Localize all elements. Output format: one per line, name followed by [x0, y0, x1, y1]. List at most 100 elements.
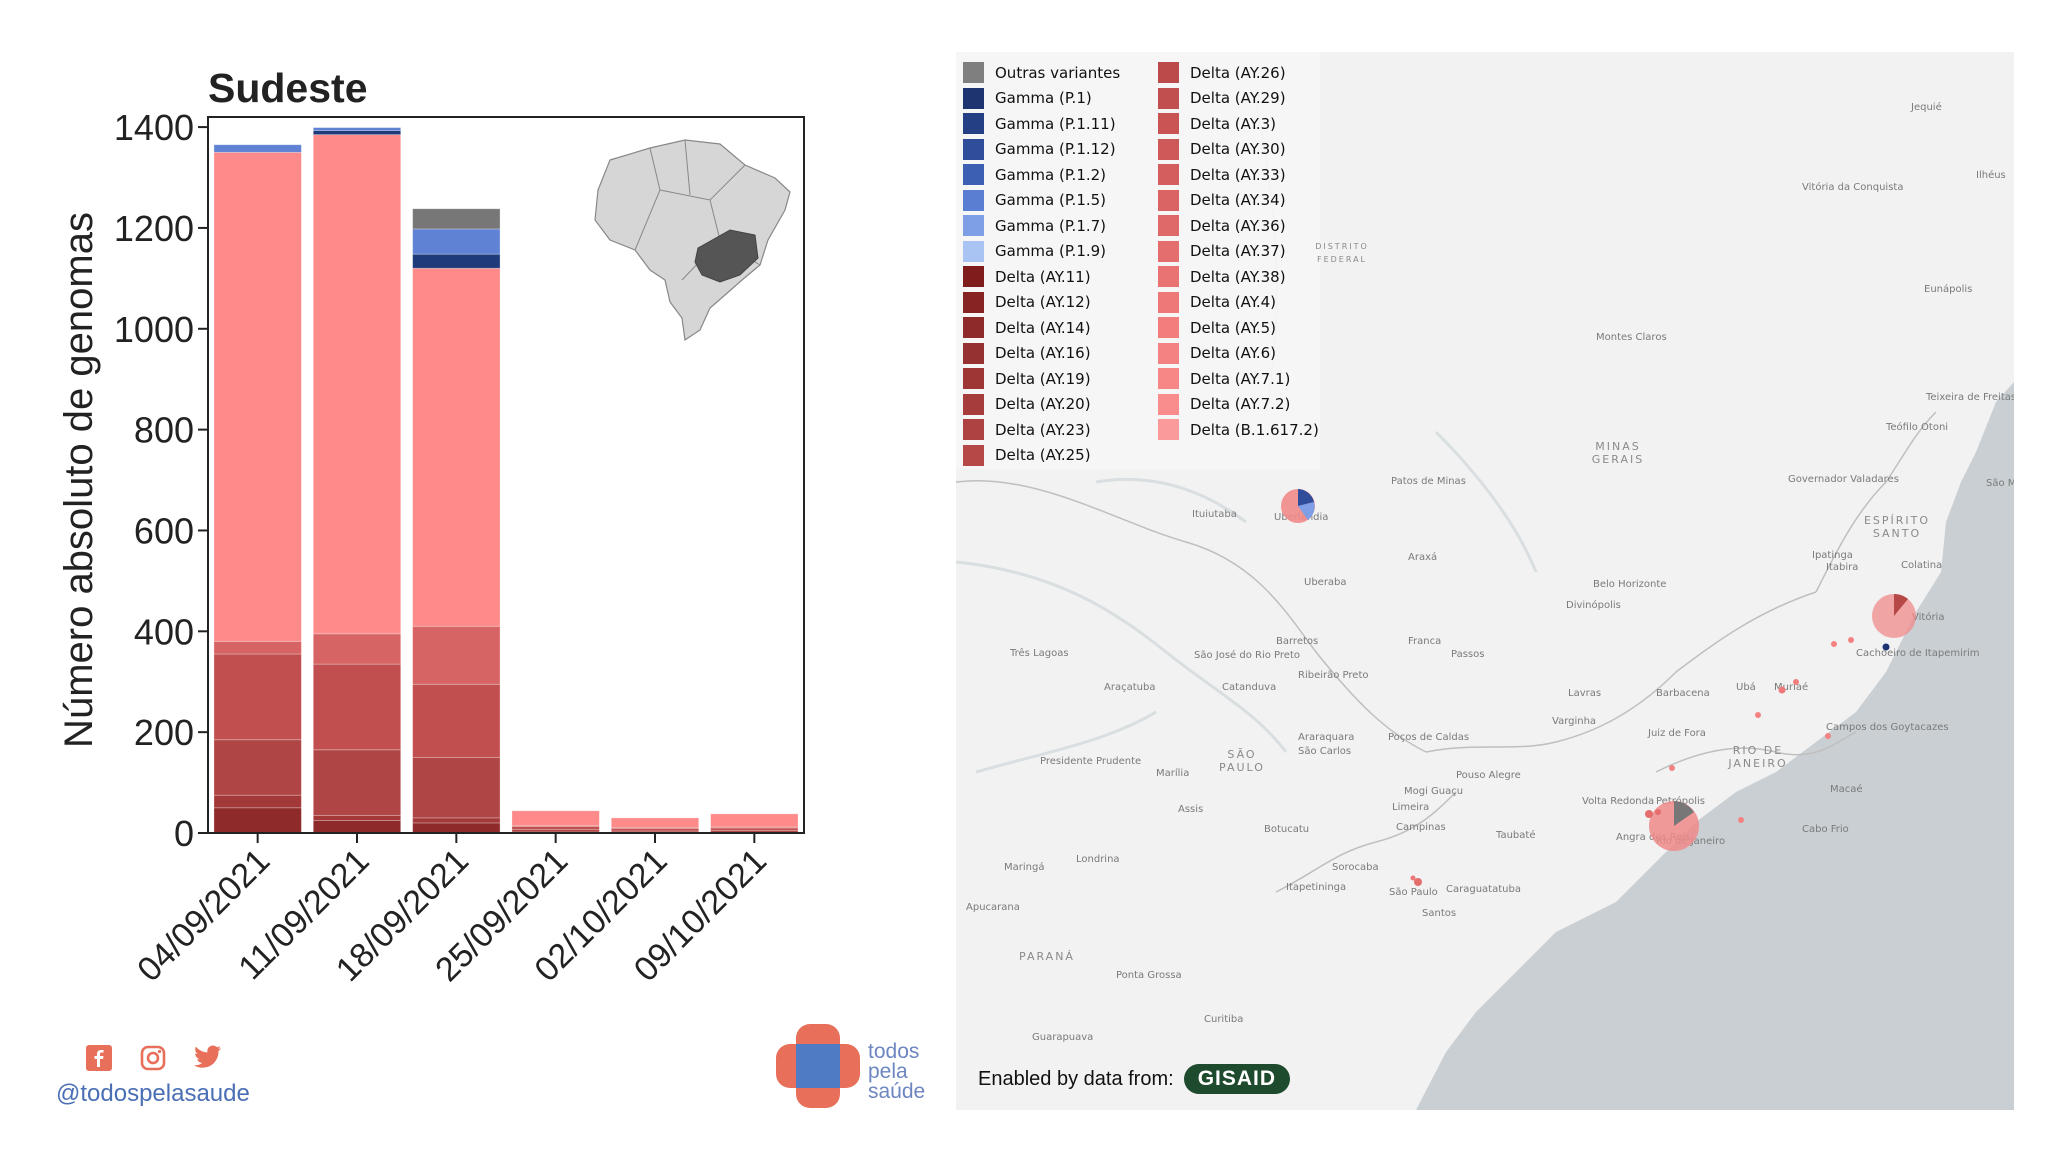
bar-segment-1-4 [213, 653, 302, 741]
legend-swatch [963, 368, 984, 390]
place-label: Ipatinga [1812, 550, 1853, 561]
marker-campos[interactable] [1793, 679, 1799, 685]
bar-segment-4-6 [511, 810, 600, 826]
region-espirito-santo: ESPÍRITO SANTO [1863, 514, 1931, 540]
y-tick-label: 1400 [114, 107, 194, 148]
place-label: Araçatuba [1104, 682, 1156, 693]
place-label: Campinas [1396, 822, 1446, 833]
legend-swatch [963, 215, 984, 237]
place-label: Itapetininga [1286, 882, 1347, 893]
place-label: Três Lagoas [1010, 648, 1069, 659]
y-tick-label: 1000 [114, 309, 194, 350]
place-label: Marília [1156, 768, 1190, 779]
place-label: Sorocaba [1332, 862, 1379, 873]
bar-segment-5-6 [610, 817, 700, 828]
place-label: Vitória [1912, 612, 1945, 623]
legend-swatch [963, 266, 984, 288]
legend-item: Delta (AY.5) [1158, 315, 1319, 341]
legend-item: Delta (AY.30) [1158, 137, 1319, 163]
legend-item: Delta (AY.33) [1158, 162, 1319, 188]
variant-map[interactable]: Outras variantes Gamma (P.1) Gamma (P.1.11… [956, 52, 2014, 1110]
legend-item: Delta (AY.6) [1158, 341, 1319, 367]
social-icons [86, 1045, 222, 1071]
marker-rj-3[interactable] [1655, 809, 1661, 815]
legend-label: Delta (AY.29) [1190, 89, 1286, 108]
legend-label: Delta (AY.6) [1190, 344, 1277, 363]
marker-jdf[interactable] [1669, 765, 1675, 771]
legend-label: Delta (AY.5) [1190, 318, 1277, 337]
legend-item: Gamma (P.1.12) [963, 137, 1120, 163]
legend-item: Delta (AY.38) [1158, 264, 1319, 290]
bar-segment-3-3 [412, 756, 501, 819]
place-label: Volta Redonda [1582, 796, 1655, 807]
legend-item: Delta (AY.19) [963, 366, 1120, 392]
legend-label: Gamma (P.1.11) [995, 114, 1116, 133]
marker-macae[interactable] [1825, 733, 1831, 739]
region-minas-gerais: MINAS GERAIS [1591, 440, 1645, 466]
marker-sp-2[interactable] [1410, 875, 1416, 881]
legend-swatch [963, 138, 984, 160]
marker-rj-2[interactable] [1645, 810, 1653, 818]
place-label: Montes Claros [1596, 332, 1667, 343]
bar-segment-3-6 [412, 267, 501, 627]
marker-rio-de-janeiro[interactable] [1649, 801, 1699, 851]
social-handle[interactable]: @todospelasaude [56, 1080, 250, 1107]
place-label: Cabo Frio [1802, 824, 1849, 835]
marker-es-2[interactable] [1848, 637, 1854, 643]
marker-ubá[interactable] [1755, 712, 1761, 718]
legend-item: Delta (AY.7.2) [1158, 392, 1319, 418]
legend-label: Delta (B.1.617.2) [1190, 420, 1319, 439]
place-label: São Mateus [1986, 478, 2014, 489]
place-label: Cachoeiro de Itapemirim [1856, 648, 1980, 659]
legend-swatch [1158, 342, 1179, 364]
place-label: Botucatu [1264, 824, 1310, 835]
marker-cachoeiro[interactable] [1882, 643, 1890, 651]
legend-swatch [1158, 317, 1179, 339]
legend-item: Delta (AY.14) [963, 315, 1120, 341]
marker-sao-paulo[interactable] [1414, 878, 1422, 886]
legend-item: Delta (AY.16) [963, 341, 1120, 367]
place-label: Ponta Grossa [1116, 970, 1182, 981]
legend-label: Delta (AY.19) [995, 369, 1091, 388]
gisaid-badge[interactable]: GISAID [1183, 1064, 1291, 1094]
bar-segment-3-5 [412, 625, 501, 685]
region-rio-de-janeiro: RIO DE JANEIRO [1728, 744, 1788, 770]
legend-swatch [1158, 291, 1179, 313]
logo-word-1: todos [868, 1040, 920, 1063]
brazil-outline [594, 139, 791, 342]
legend-item: Delta (AY.11) [963, 264, 1120, 290]
place-label: Juiz de Fora [1648, 728, 1706, 739]
place-label: Ubá [1736, 682, 1756, 693]
place-label: Mogi Guaçu [1404, 786, 1464, 797]
bar-segment-1-3 [213, 739, 302, 796]
marker-vitoria[interactable] [1872, 593, 1916, 638]
bar-segment-2-2 [312, 814, 402, 821]
legend-swatch [1158, 87, 1179, 109]
y-tick-label: 200 [134, 712, 194, 753]
bar-segment-1-2 [213, 794, 302, 809]
ocean-area [1416, 382, 2014, 1110]
marker-sjrp[interactable] [1831, 641, 1837, 647]
place-label: Londrina [1076, 854, 1120, 865]
marker-muriae[interactable] [1778, 686, 1786, 694]
place-label: São José do Rio Preto [1194, 650, 1300, 661]
twitter-icon[interactable] [194, 1045, 222, 1069]
marker-uberlandia[interactable] [1281, 489, 1315, 523]
legend-item: Delta (AY.7.1) [1158, 366, 1319, 392]
stacked-bar-chart: Sudeste Número absoluto de genomas 0 200 4… [57, 65, 805, 989]
legend-label: Gamma (P.1.12) [995, 140, 1116, 159]
region-parana: PARANÁ [1019, 950, 1075, 963]
legend-item: Delta (AY.23) [963, 417, 1120, 443]
place-label: Petrópolis [1656, 796, 1705, 807]
legend-label: Delta (AY.23) [995, 420, 1091, 439]
legend-label: Gamma (P.1.2) [995, 165, 1107, 184]
legend-label: Delta (AY.14) [995, 318, 1091, 337]
logo-word-2: pela [868, 1060, 908, 1083]
instagram-icon[interactable] [140, 1045, 166, 1071]
facebook-icon[interactable] [86, 1045, 112, 1071]
legend-swatch [1158, 393, 1179, 415]
legend-swatch [1158, 215, 1179, 237]
legend-item: Delta (AY.29) [1158, 86, 1319, 112]
marker-rj-4[interactable] [1738, 817, 1744, 823]
place-label: Presidente Prudente [1040, 756, 1142, 767]
